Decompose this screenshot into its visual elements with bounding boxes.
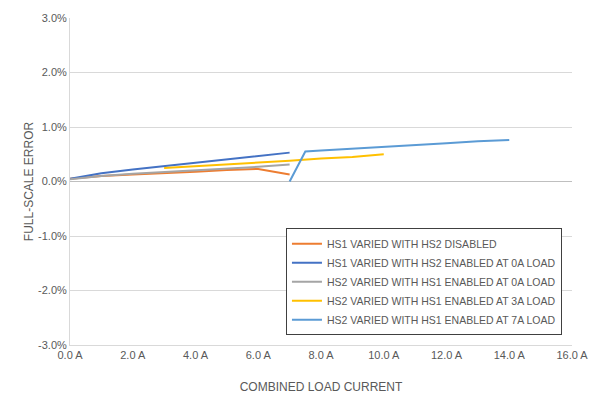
svg-text:2.0%: 2.0% xyxy=(42,66,67,78)
svg-text:14.0 A: 14.0 A xyxy=(494,349,526,361)
svg-text:3.0%: 3.0% xyxy=(42,12,67,24)
svg-text:8.0 A: 8.0 A xyxy=(308,349,334,361)
svg-text:6.0 A: 6.0 A xyxy=(246,349,272,361)
svg-text:16.0 A: 16.0 A xyxy=(556,349,588,361)
svg-text:1.0%: 1.0% xyxy=(42,121,67,133)
svg-text:HS1 VARIED WITH HS2 DISABLED: HS1 VARIED WITH HS2 DISABLED xyxy=(327,238,497,250)
svg-text:10.0 A: 10.0 A xyxy=(368,349,400,361)
svg-text:COMBINED LOAD CURRENT: COMBINED LOAD CURRENT xyxy=(240,380,403,394)
svg-text:HS2 VARIED WITH HS1 ENABLED AT: HS2 VARIED WITH HS1 ENABLED AT 7A LOAD xyxy=(327,314,556,326)
svg-text:HS2 VARIED WITH HS1 ENABLED AT: HS2 VARIED WITH HS1 ENABLED AT 3A LOAD xyxy=(327,295,556,307)
svg-text:2.0 A: 2.0 A xyxy=(120,349,146,361)
svg-text:0.0 A: 0.0 A xyxy=(57,349,83,361)
svg-text:-2.0%: -2.0% xyxy=(38,284,67,296)
svg-text:12.0 A: 12.0 A xyxy=(431,349,463,361)
svg-text:-1.0%: -1.0% xyxy=(38,230,67,242)
svg-text:0.0%: 0.0% xyxy=(42,175,67,187)
svg-text:HS1 VARIED WITH HS2 ENABLED AT: HS1 VARIED WITH HS2 ENABLED AT 0A LOAD xyxy=(327,257,556,269)
svg-text:FULL-SCALE ERROR: FULL-SCALE ERROR xyxy=(22,121,36,241)
svg-text:-3.0%: -3.0% xyxy=(38,339,67,351)
svg-text:HS2 VARIED WITH HS1 ENABLED AT: HS2 VARIED WITH HS1 ENABLED AT 0A LOAD xyxy=(327,276,556,288)
svg-text:4.0 A: 4.0 A xyxy=(183,349,209,361)
